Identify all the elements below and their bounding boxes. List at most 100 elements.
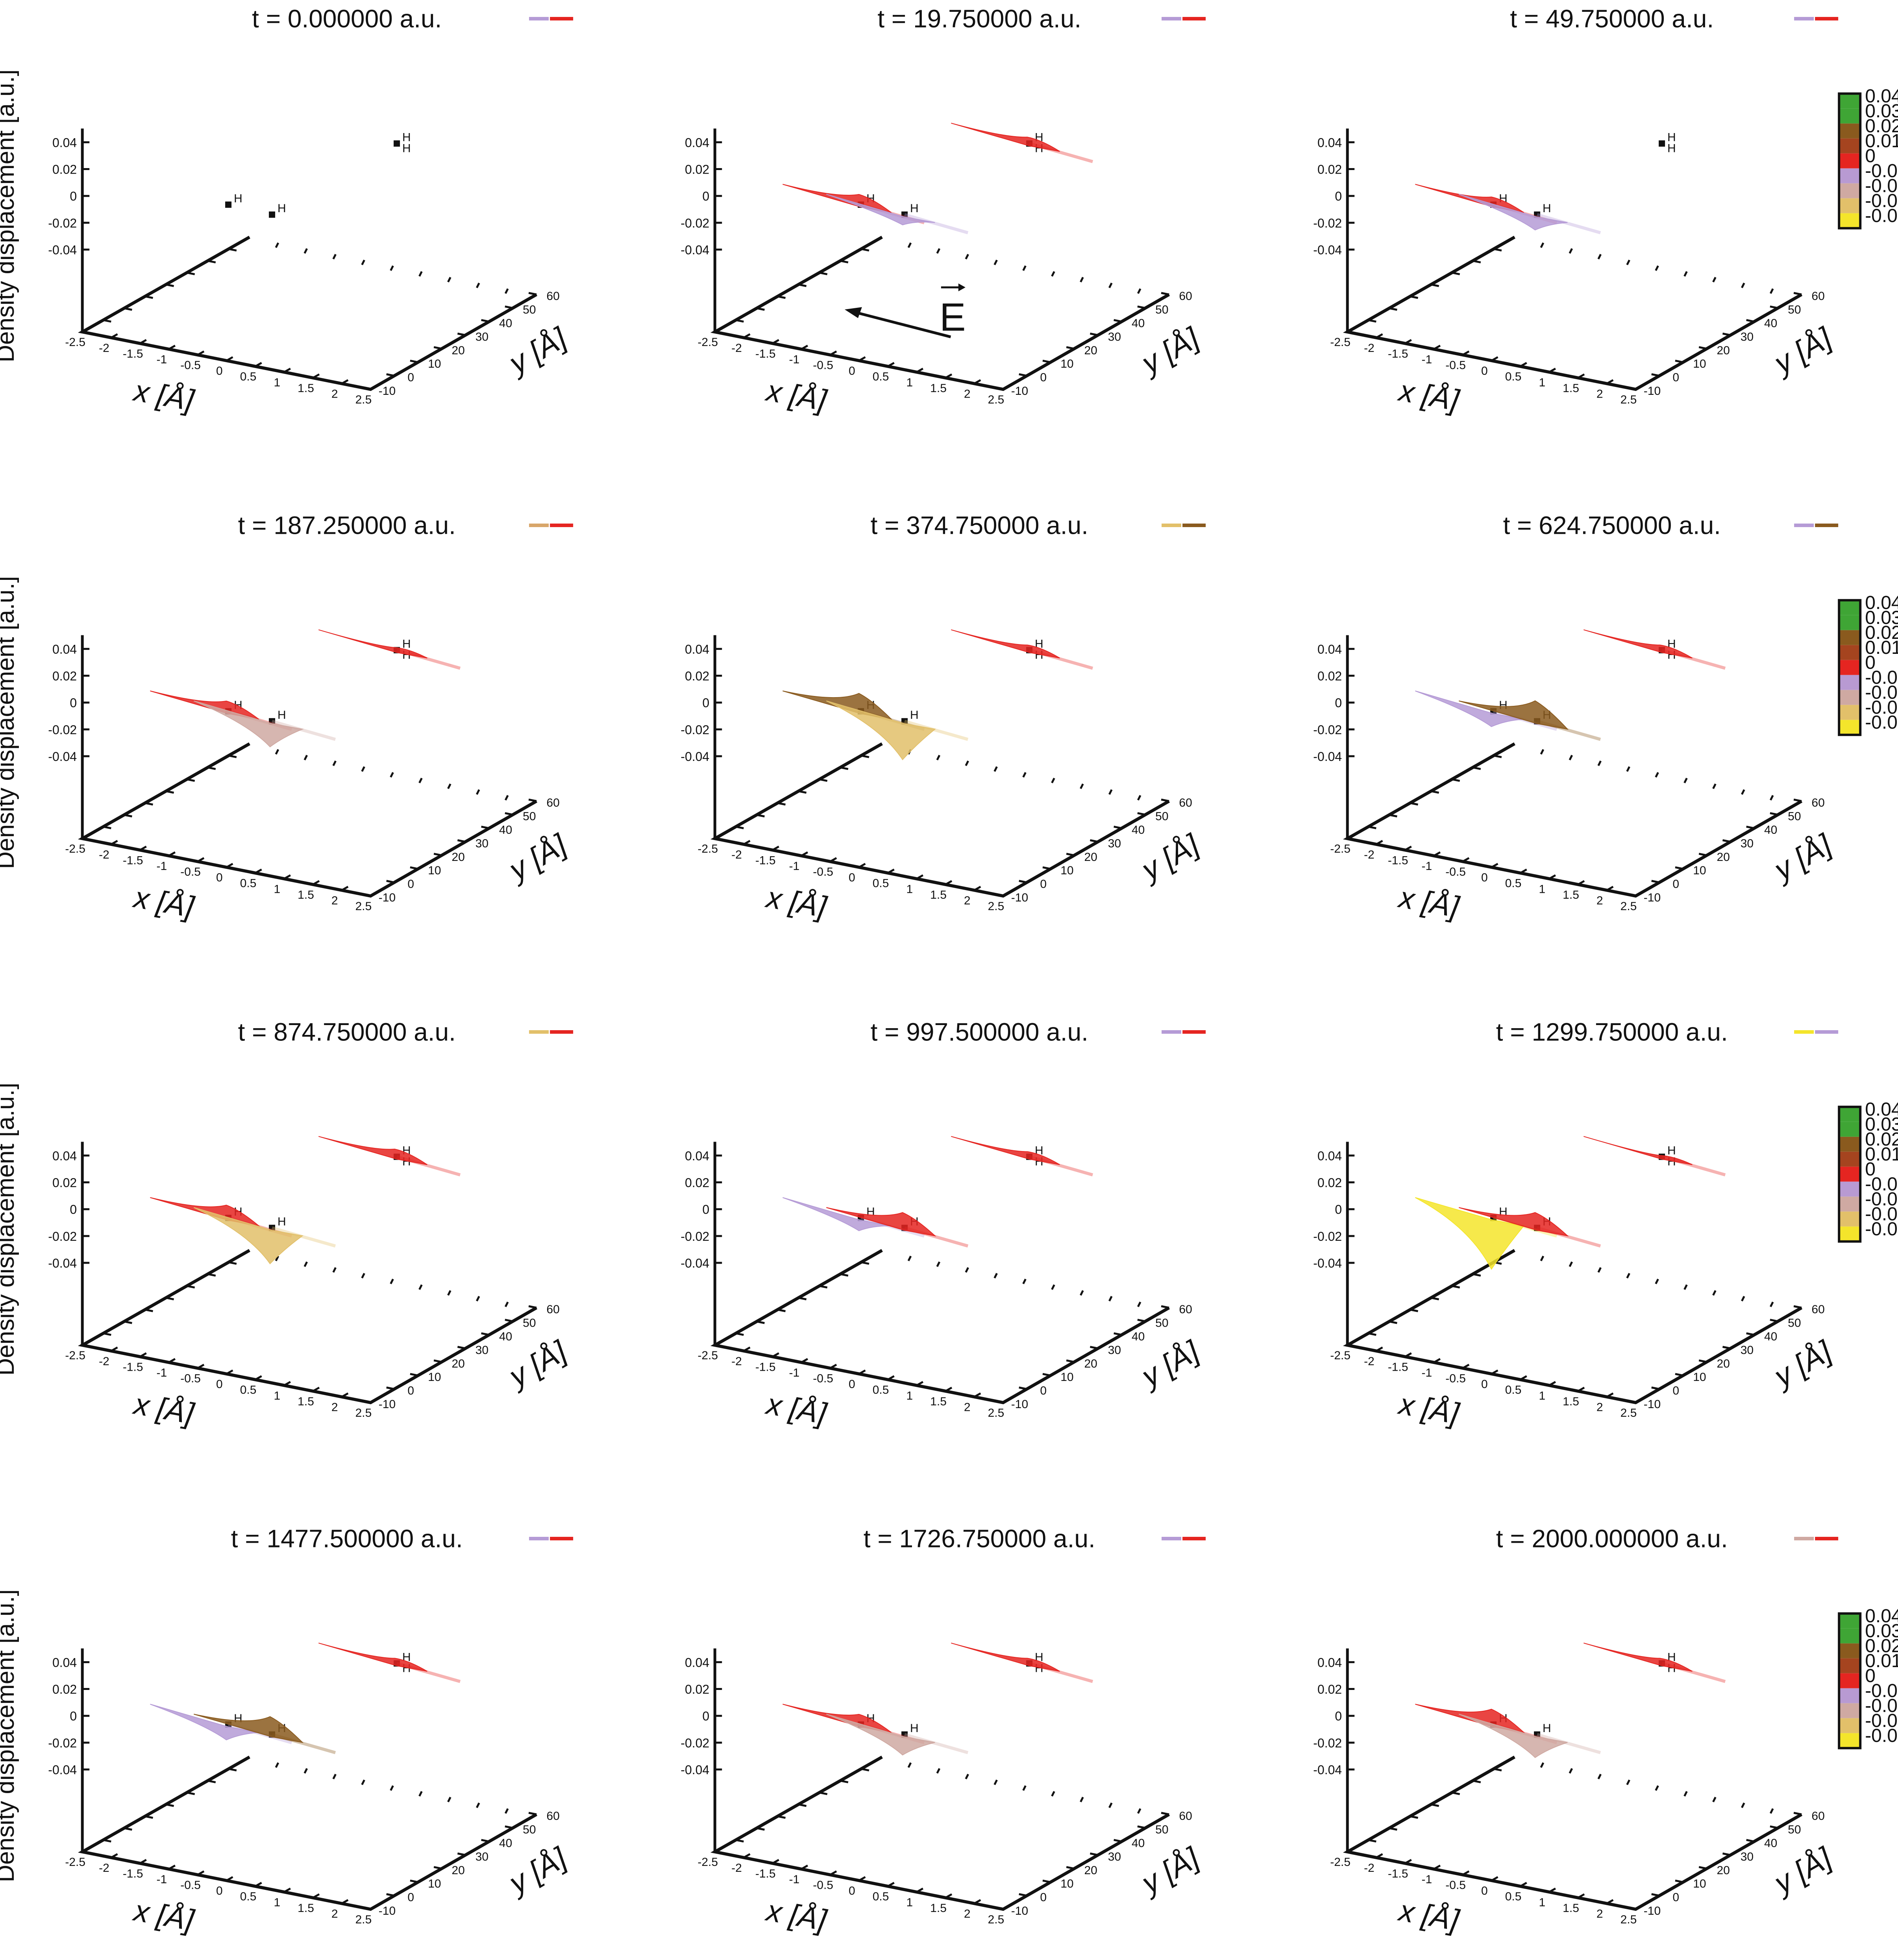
depth-tick (777, 802, 786, 806)
y-tick-label: 20 (451, 1864, 464, 1877)
y-tick (1066, 1359, 1075, 1363)
colorbar-tick-label: 0.01 (1865, 1144, 1898, 1165)
y-tick-label: 30 (1741, 1850, 1754, 1863)
x-tick-label: -2 (1364, 848, 1374, 861)
y-tick-label: 30 (1741, 330, 1754, 343)
y-tick (433, 1359, 442, 1363)
y-tick (1675, 359, 1683, 363)
y-tick-label: 20 (1717, 1864, 1730, 1877)
y-tick-label: 30 (1108, 837, 1121, 850)
back-tick (1597, 1267, 1602, 1273)
depth-tick (187, 1792, 195, 1795)
x-tick-label: -1.5 (755, 347, 776, 360)
colorbar-tick-label: -0.02 (1865, 1695, 1898, 1716)
x-tick (858, 862, 866, 868)
y-tick (995, 893, 1003, 897)
y-tick (481, 1839, 490, 1843)
atom-label: H (910, 709, 919, 722)
back-tick (965, 1773, 969, 1780)
depth-tick (166, 1297, 174, 1301)
y-tick (1746, 1332, 1755, 1336)
x-tick (1462, 1870, 1470, 1876)
y-tick-label: 50 (523, 304, 536, 316)
z-tick-label: 0 (1335, 696, 1342, 710)
back-tick (1137, 288, 1141, 294)
back-tick (418, 777, 423, 783)
density-lobe (1458, 194, 1568, 231)
x-tick (1404, 1859, 1412, 1864)
y-tick (1137, 305, 1146, 309)
y-tick (1793, 798, 1802, 802)
y-tick (1722, 839, 1731, 843)
colorbar-segment (1839, 1718, 1861, 1733)
atom-label: H (402, 131, 411, 144)
back-tick (1655, 772, 1659, 778)
back-tick (504, 1301, 509, 1307)
y-tick-label: 0 (407, 371, 414, 384)
y-axis-label: y [Å] (1767, 321, 1838, 381)
x-tick-label: 0.5 (1505, 370, 1522, 383)
x-tick (916, 1888, 924, 1893)
y-tick (1066, 1866, 1075, 1870)
density-lobe (951, 1136, 1060, 1165)
x-tick-label: 0 (216, 365, 223, 378)
colorbar-tick-label: 0.02 (1865, 1636, 1898, 1656)
x-tick (197, 1364, 205, 1369)
x-tick (916, 368, 924, 373)
x-tick-label: -1 (157, 860, 167, 873)
x-tick-label: 1.5 (930, 888, 947, 901)
colorbar-frame (1838, 92, 1862, 229)
x-tick-label: -2.5 (697, 336, 718, 349)
row-ylabel: Density displacement [a.u.] (0, 576, 19, 869)
colorbar-tick-label: 0.01 (1865, 1651, 1898, 1671)
colorbar-tick-label: 0.03 (1865, 1621, 1898, 1642)
back-tick (1569, 1768, 1573, 1774)
x-tick (111, 840, 118, 845)
back-tick (1741, 282, 1745, 289)
depth-tick (1389, 814, 1397, 818)
y-tick (457, 1346, 466, 1349)
y-tick (505, 1825, 513, 1829)
back-tick (1108, 789, 1113, 795)
x-tick-label: 2 (331, 387, 338, 400)
y-tick-label: 10 (1060, 357, 1073, 370)
depth-tick (166, 1803, 174, 1807)
colorbar-tick-label: -0.03 (1865, 1710, 1898, 1731)
x-tick (1462, 857, 1470, 862)
density-sheet (1029, 1662, 1093, 1683)
colorbar-tick-label: -0.01 (1865, 1174, 1898, 1195)
y-tick (1651, 1386, 1660, 1390)
back-tick (1597, 1773, 1602, 1780)
x-tick-label: 1.5 (930, 382, 947, 395)
chart-title: t = 187.250000 a.u. (238, 511, 456, 540)
x-tick (370, 1904, 377, 1910)
z-tick-label: -0.04 (48, 1763, 77, 1777)
colorbar-tick-label: -0.01 (1865, 161, 1898, 181)
back-tick (332, 1773, 337, 1780)
back-tick (447, 1797, 451, 1803)
colorbar-tick-label: -0.03 (1865, 1204, 1898, 1225)
x-tick-label: 0.5 (240, 877, 257, 890)
y-tick-label: 40 (1132, 317, 1145, 330)
x-tick (197, 1870, 205, 1876)
depth-tick (187, 1285, 195, 1289)
depth-tick (1410, 1309, 1419, 1312)
y-tick (386, 880, 395, 884)
x-tick-label: -0.5 (180, 866, 201, 879)
back-tick (504, 795, 509, 801)
y-tick (1019, 1386, 1027, 1390)
back-tick (1080, 783, 1084, 789)
y-tick (1090, 332, 1098, 336)
y-axis-label: y [Å] (502, 1334, 573, 1394)
x-tick (226, 356, 233, 362)
depth-tick (228, 248, 237, 252)
back-tick (303, 1768, 308, 1774)
x-tick-label: 1 (274, 376, 280, 389)
colorbar-segment (1839, 1613, 1861, 1629)
x-tick (111, 1346, 118, 1352)
y-tick (433, 1866, 442, 1870)
x-tick-label: -0.5 (813, 359, 833, 372)
y-tick-label: 0 (1040, 371, 1047, 384)
y-tick-label: 40 (1764, 824, 1777, 837)
x-tick (801, 1864, 808, 1870)
